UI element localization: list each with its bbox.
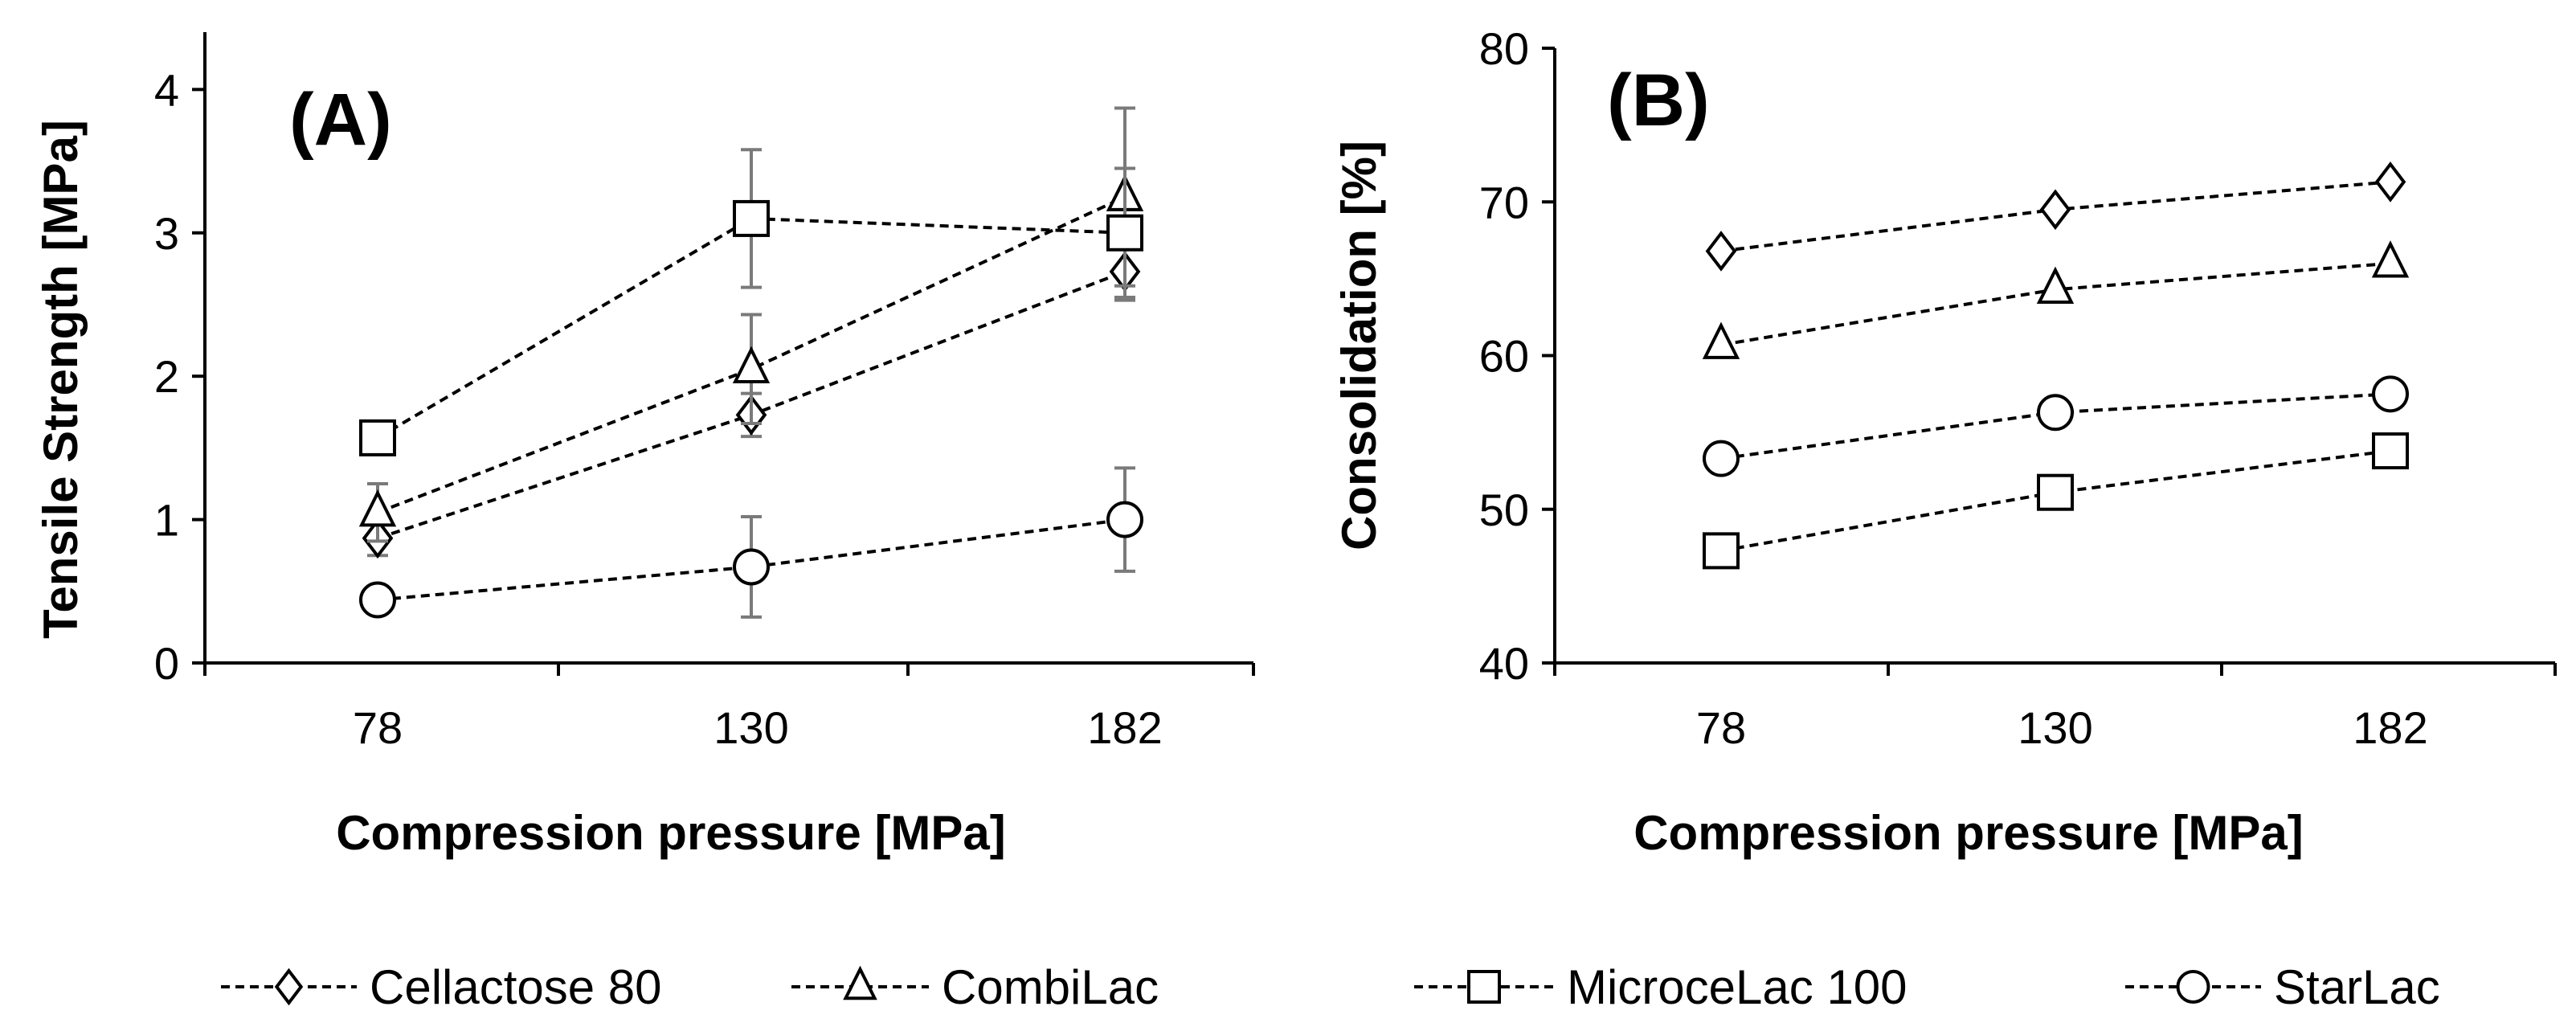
panel-b-data-point — [2036, 266, 2075, 305]
panel-b-series-cellactose-80 — [1705, 162, 2406, 272]
panel-a-data-point — [359, 581, 396, 619]
panel-b-axes: 40 50 60 70 80 78 130 182 — [1479, 23, 2557, 753]
panel-a-y-tick-label: 0 — [154, 638, 179, 689]
panel-b-data-point — [2371, 240, 2410, 278]
panel-a: (A) Tensile Strength [MPa] Compression p… — [34, 32, 1255, 860]
panel-a-series-line — [376, 216, 1126, 440]
panel-a-data-point — [358, 489, 397, 527]
panel-b-data-point — [2037, 473, 2074, 511]
legend-marker — [2176, 970, 2210, 1004]
panel-a-x-tick-label: 78 — [353, 702, 403, 753]
legend-item-microcelac-100: MicroceLac 100 — [1414, 960, 1907, 1014]
panel-b-x-tick-label: 78 — [1696, 702, 1746, 753]
panel-b-y-tick-label: 70 — [1479, 177, 1529, 227]
legend-label: StarLac — [2274, 960, 2440, 1014]
panel-b-x-tick-label: 130 — [2018, 702, 2092, 753]
panel-b-y-tick-label: 40 — [1479, 638, 1529, 689]
panel-a-series-microcelac-100 — [359, 148, 1143, 456]
panel-b-series-combilac — [1702, 240, 2410, 359]
panel-b-data-point — [1705, 231, 1737, 272]
panel-b-data-point — [1702, 321, 1740, 359]
panel-a-series-line — [377, 195, 1126, 514]
panel-b-data-point — [2039, 189, 2071, 231]
legend-marker — [843, 965, 877, 1000]
panel-a-data-point — [733, 548, 770, 586]
panel-a-data-point — [359, 419, 396, 456]
panel-b-x-axis-title: Compression pressure [MPa] — [1634, 806, 2304, 860]
legend-marker — [1467, 970, 1501, 1004]
legend: Cellactose 80 CombiLac MicroceLac 100 StarL… — [221, 960, 2440, 1014]
panel-b-data-point — [2372, 432, 2409, 470]
panel-a-series-starlac — [359, 466, 1143, 619]
legend-label: Cellactose 80 — [370, 960, 662, 1014]
legend-marker — [274, 968, 304, 1006]
legend-item-cellactose-80: Cellactose 80 — [221, 960, 662, 1014]
panel-a-data-point — [1106, 501, 1143, 538]
panel-a-label: (A) — [289, 79, 392, 161]
panel-a-y-tick-label: 1 — [154, 495, 179, 546]
panel-b-data-point — [2037, 394, 2074, 432]
panel-b-data-point — [2374, 162, 2406, 203]
panel-b-data-point — [2372, 375, 2409, 413]
panel-b-data-point — [1703, 440, 1740, 477]
panel-b-y-tick-label: 60 — [1479, 331, 1529, 382]
panel-b-series-starlac — [1703, 375, 2409, 477]
panel-a-x-tick-label: 182 — [1087, 702, 1162, 753]
panel-b-label: (B) — [1607, 59, 1710, 141]
panel-b-y-tick-label: 80 — [1479, 23, 1529, 74]
panel-b-y-tick-label: 50 — [1479, 485, 1529, 535]
panel-a-y-tick-label: 4 — [154, 64, 179, 115]
legend-label: CombiLac — [942, 960, 1159, 1014]
legend-item-starlac: StarLac — [2125, 960, 2440, 1014]
legend-label: MicroceLac 100 — [1567, 960, 1907, 1014]
panel-a-y-axis-title: Tensile Strength [MPa] — [34, 120, 88, 639]
panel-a-data-point — [1106, 214, 1143, 252]
panel-a-data-point — [733, 199, 770, 237]
panel-b-data-point — [1703, 532, 1740, 570]
panel-a-axes: 0 1 2 3 4 78 130 182 — [154, 32, 1255, 753]
panel-b-y-axis-title: Consolidation [%] — [1332, 141, 1386, 550]
panel-b-series-microcelac-100 — [1703, 432, 2409, 570]
panel-a-data-point — [732, 346, 771, 384]
panel-b-x-tick-label: 182 — [2353, 702, 2427, 753]
panel-b: (B) Consolidation [%] Compression pressu… — [1332, 23, 2557, 860]
panel-a-y-tick-label: 2 — [154, 351, 179, 402]
panel-a-x-axis-title: Compression pressure [MPa] — [336, 806, 1006, 860]
panel-a-series-line — [377, 518, 1126, 602]
panel-a-y-tick-label: 3 — [154, 208, 179, 259]
panel-a-x-tick-label: 130 — [714, 702, 788, 753]
legend-item-combilac: CombiLac — [791, 960, 1159, 1014]
